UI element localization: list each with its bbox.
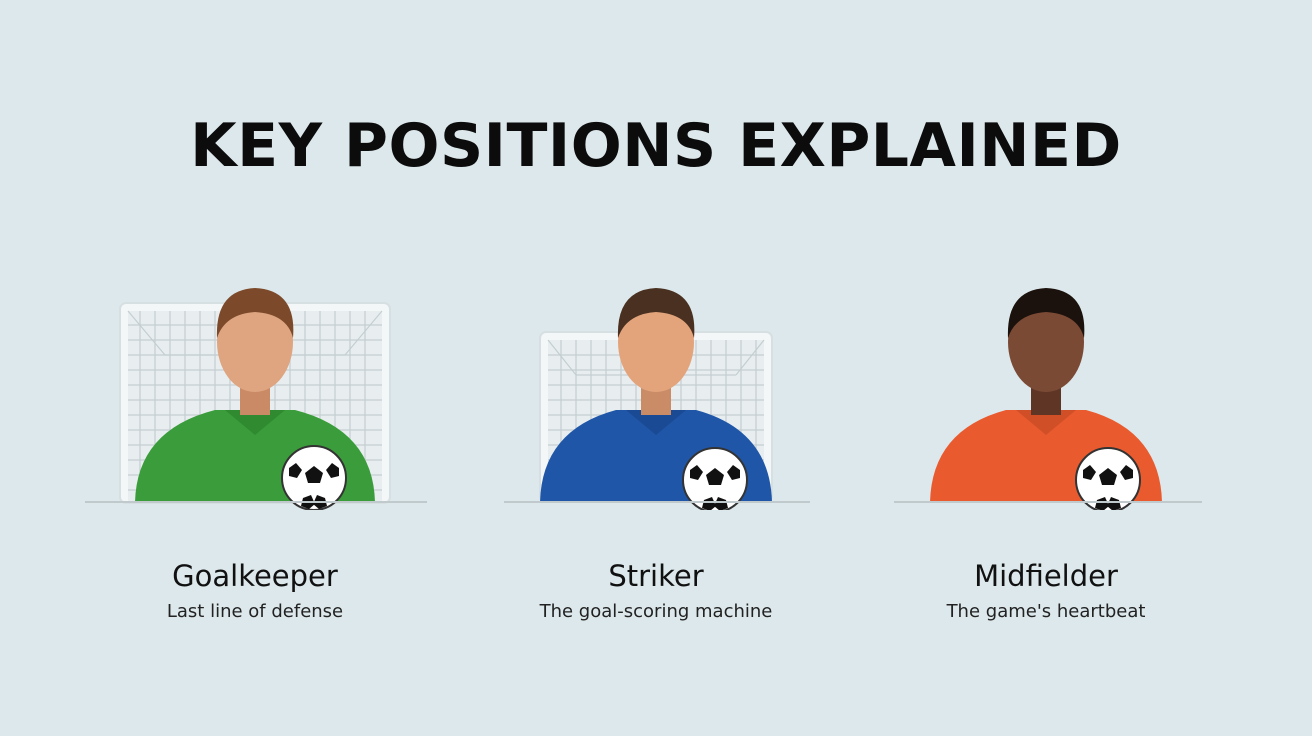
position-card-midfielder: Midfielder The game's heartbeat	[856, 270, 1236, 630]
position-card-striker: Striker The goal-scoring machine	[466, 270, 846, 630]
position-name: Goalkeeper	[172, 559, 338, 593]
striker-illustration	[504, 288, 810, 510]
soccer-ball-icon	[1075, 447, 1141, 510]
goalkeeper-illustration	[85, 288, 427, 510]
midfielder-illustration	[894, 288, 1202, 510]
position-description: The game's heartbeat	[946, 601, 1146, 622]
position-description: The goal-scoring machine	[539, 601, 773, 622]
page-title: KEY POSITIONS EXPLAINED	[190, 111, 1122, 181]
position-description: Last line of defense	[166, 601, 344, 622]
soccer-ball-icon	[281, 445, 347, 510]
position-name: Midfielder	[974, 559, 1118, 593]
position-name: Striker	[608, 559, 704, 593]
soccer-ball-icon	[682, 447, 748, 510]
position-card-goalkeeper: Goalkeeper Last line of defense	[65, 270, 445, 630]
